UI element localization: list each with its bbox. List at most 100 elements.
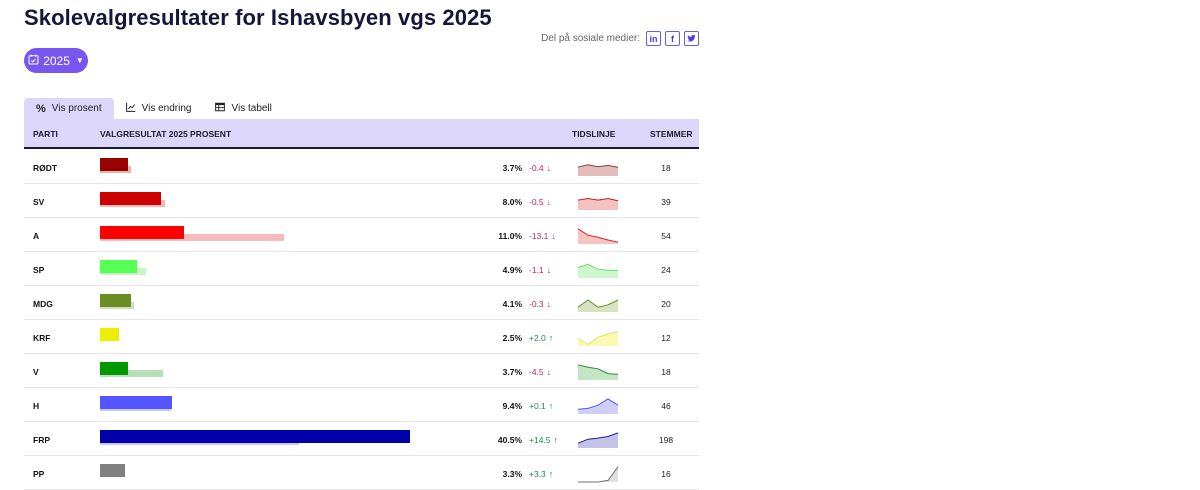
tab-vis-prosent[interactable]: % Vis prosent (24, 98, 114, 119)
sparkline-area (578, 466, 618, 482)
votes-count: 18 (661, 367, 671, 377)
timeline-sparkline (577, 364, 619, 380)
party-name: SP (33, 265, 45, 275)
sparkline-line (577, 299, 619, 308)
sparkline-area (578, 398, 618, 414)
arrow-up-icon: ↑ (548, 469, 554, 479)
table-row: A 11.0% -13.1 ↓ 54 (24, 218, 699, 252)
change-value: +0.1 ↑ (529, 401, 553, 411)
sparkline-line (577, 164, 619, 168)
change-text: -0.4 (529, 163, 544, 173)
change-value: -4.5 ↓ (529, 367, 551, 377)
change-value: +2.0 ↑ (529, 333, 553, 343)
votes-count: 16 (661, 469, 671, 479)
arrow-down-icon: ↓ (546, 265, 552, 275)
arrow-down-icon: ↓ (546, 367, 552, 377)
party-name: RØDT (33, 163, 58, 173)
change-value: +14.5 ↑ (529, 435, 558, 445)
previous-result-bar (100, 234, 285, 241)
votes-count: 24 (661, 265, 671, 275)
change-text: -0.3 (529, 299, 544, 309)
sparkline-area (578, 228, 618, 244)
sparkline-area (578, 364, 618, 380)
percent-icon: % (36, 102, 46, 115)
result-percent: 3.7% (502, 367, 522, 377)
votes-count: 18 (661, 163, 671, 173)
party-name: KRF (33, 333, 51, 343)
result-percent: 11.0% (498, 231, 522, 241)
timeline-sparkline (577, 197, 619, 210)
year-dropdown-button[interactable]: 2025 ▼ (24, 48, 88, 73)
change-text: -13.1 (529, 231, 549, 241)
page-title: Skolevalgresultater for Ishavsbyen vgs 2… (24, 5, 492, 30)
change-text: +14.5 (529, 435, 551, 445)
linkedin-icon[interactable]: in (646, 31, 661, 46)
change-value: -0.4 ↓ (529, 163, 551, 173)
linkedin-glyph: in (649, 33, 658, 44)
sparkline-line (577, 263, 618, 271)
table-row: MDG 4.1% -0.3 ↓ 20 (24, 286, 699, 320)
timeline-sparkline (577, 398, 619, 414)
party-name: PP (33, 469, 45, 479)
table-row: KRF 2.5% +2.0 ↑ 12 (24, 320, 699, 354)
result-bar (100, 430, 410, 443)
caret-down-icon: ▼ (75, 56, 84, 65)
result-bar (100, 362, 129, 375)
tab-vis-tabell[interactable]: Vis tabell (203, 98, 283, 119)
result-percent: 9.4% (502, 401, 522, 411)
sparkline-line (577, 364, 619, 375)
table-row: PP 3.3% +3.3 ↑ 16 (24, 456, 699, 490)
table-icon (215, 102, 226, 115)
facebook-glyph: f (671, 33, 674, 44)
facebook-icon[interactable]: f (665, 31, 680, 46)
arrow-down-icon: ↓ (546, 163, 552, 173)
result-percent: 8.0% (502, 197, 522, 207)
year-value: 2025 (43, 53, 70, 68)
sparkline-area (578, 164, 618, 176)
share-label: Del på sosiale medier: (541, 33, 640, 44)
change-text: +0.1 (529, 401, 546, 411)
party-name: V (33, 367, 39, 377)
sparkline-line (577, 228, 619, 243)
sparkline-line (577, 432, 619, 444)
sparkline-line (578, 466, 619, 483)
change-value: -0.5 ↓ (529, 197, 551, 207)
votes-count: 12 (661, 333, 671, 343)
timeline-sparkline (577, 263, 618, 278)
twitter-icon[interactable] (684, 31, 699, 46)
change-text: -4.5 (529, 367, 544, 377)
tab-label: Vis endring (141, 103, 192, 114)
timeline-sparkline (577, 331, 619, 346)
header-timeline: TIDSLINJE (572, 129, 616, 139)
result-percent: 3.7% (502, 163, 522, 173)
result-bar (100, 396, 172, 409)
table-header: PARTI VALGRESULTAT 2025 PROSENT TIDSLINJ… (24, 119, 699, 149)
sparkline-line (577, 331, 619, 345)
arrow-down-icon: ↓ (546, 299, 552, 309)
change-text: +3.3 (529, 469, 546, 479)
party-name: SV (33, 197, 45, 207)
tab-vis-endring[interactable]: Vis endring (114, 98, 204, 119)
result-bar (100, 226, 185, 239)
result-percent: 4.9% (502, 265, 522, 275)
change-text: -1.1 (529, 265, 544, 275)
timeline-sparkline (577, 164, 619, 176)
header-result: VALGRESULTAT 2025 PROSENT (100, 129, 232, 139)
tab-label: Vis tabell (231, 103, 272, 114)
party-name: FRP (33, 435, 50, 445)
party-name: MDG (33, 299, 53, 309)
header-votes: STEMMER (650, 129, 693, 139)
party-name: H (33, 401, 40, 411)
table-row: SP 4.9% -1.1 ↓ 24 (24, 252, 699, 286)
share-bar: Del på sosiale medier: in f (541, 31, 699, 46)
change-value: +3.3 ↑ (529, 469, 553, 479)
votes-count: 46 (661, 401, 671, 411)
sparkline-line (577, 398, 619, 410)
result-percent: 40.5% (497, 435, 522, 445)
result-bar (100, 260, 138, 273)
calendar-check-icon (28, 54, 39, 68)
result-bar (100, 464, 126, 477)
arrow-down-icon: ↓ (546, 197, 552, 207)
result-percent: 4.1% (502, 299, 522, 309)
result-bar (100, 158, 129, 171)
